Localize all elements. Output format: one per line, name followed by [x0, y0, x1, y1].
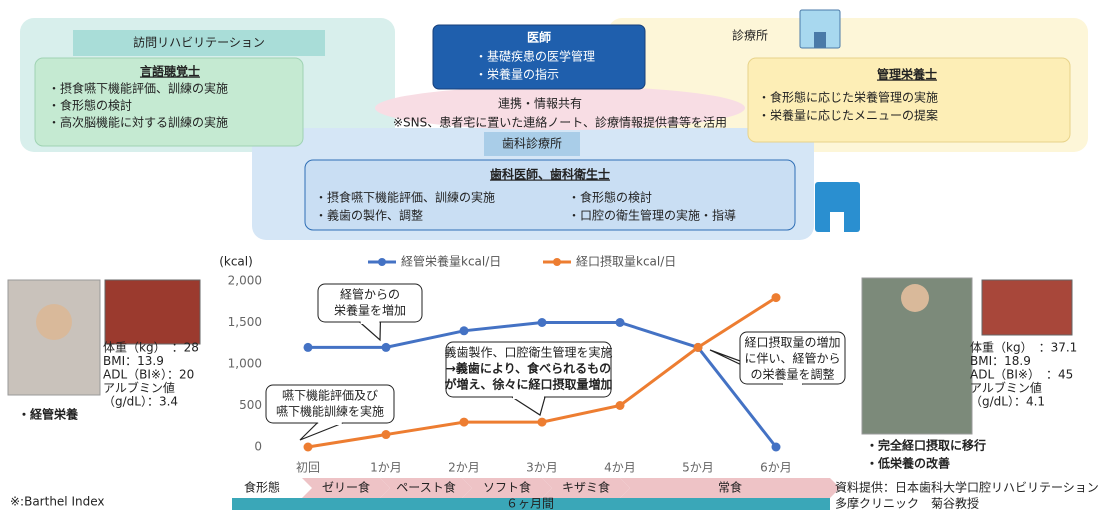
before-stat: アルブミン値	[103, 380, 175, 395]
callout-text: 経管からの	[340, 287, 400, 302]
data-point	[772, 293, 781, 302]
x-tick-label: 3か月	[526, 461, 558, 475]
st-item: ・摂食嚥下機能評価、訓練の実施	[48, 81, 228, 96]
home-label: 訪問リハビリテーション	[133, 35, 265, 50]
data-point	[538, 318, 547, 327]
legend-dot	[378, 258, 386, 266]
callout-cover	[318, 421, 342, 425]
before-stat: BMI：13.9	[103, 354, 164, 368]
x-tick-label: 2か月	[448, 461, 480, 475]
callout-text: に伴い、経管から	[744, 351, 840, 366]
st-item: ・食形態の検討	[48, 98, 132, 113]
stage-label: ソフト食	[483, 480, 531, 495]
dental-role: 歯科医師、歯科衛生士	[490, 167, 610, 182]
legend-label: 経管栄養量kcal/日	[401, 254, 501, 269]
callout-pointer	[300, 423, 343, 440]
data-point	[304, 443, 313, 452]
after-stat: （g/dL）：4.1	[970, 395, 1045, 409]
duration-label: ６ヶ月間	[506, 497, 554, 510]
y-tick-label: 500	[239, 398, 262, 412]
nutrition-role: 管理栄養士	[877, 67, 937, 82]
doctor-item: ・栄養量の指示	[475, 67, 559, 82]
after-outcome: ・完全経口摂取に移行	[866, 438, 986, 453]
mouth-after	[982, 280, 1072, 335]
face-blur	[36, 304, 72, 340]
stage-label: キザミ食	[562, 480, 610, 495]
legend-label: 経口摂取量kcal/日	[576, 254, 676, 269]
x-tick-label: 5か月	[682, 461, 714, 475]
callout-text: 経口摂取量の増加	[744, 335, 840, 350]
callout-text: の栄養量を調整	[750, 367, 834, 382]
before-stat: ADL（BI※）：20	[103, 368, 194, 382]
data-point	[694, 343, 703, 352]
doctor-item: ・基礎疾患の医学管理	[475, 49, 595, 64]
callout-cover	[513, 395, 544, 399]
face-blur	[901, 284, 929, 312]
cooperation-note: ※SNS、患者宅に置いた連絡ノート、診療情報提供書等を活用	[393, 115, 727, 130]
stage-label: ゼリー食	[322, 480, 370, 495]
y-tick-label: 1,000	[228, 357, 262, 371]
callout-cover	[361, 320, 380, 324]
nutrition-item: ・食形態に応じた栄養管理の実施	[758, 90, 938, 105]
nutrition-item: ・栄養量に応じたメニューの提案	[758, 108, 938, 123]
y-tick-label: 0	[254, 440, 262, 454]
dental-item: ・義歯の製作、調整	[315, 208, 423, 223]
data-point	[538, 418, 547, 427]
timeline-label: 食形態	[244, 480, 280, 495]
credit: 多摩クリニック 菊谷教授	[835, 496, 979, 510]
infographic: 訪問リハビリテーション言語聴覚士・摂食嚥下機能評価、訓練の実施・食形態の検討・高…	[0, 0, 1105, 510]
data-point	[304, 343, 313, 352]
callout-text: 嚥下機能訓練を実施	[276, 404, 384, 419]
callout-pointer	[512, 397, 545, 415]
data-point	[382, 430, 391, 439]
dental-item: ・摂食嚥下機能評価、訓練の実施	[315, 190, 495, 205]
stage-label: 常食	[718, 480, 742, 495]
st-role: 言語聴覚士	[140, 64, 200, 79]
x-tick-label: 4か月	[604, 461, 636, 475]
after-stat: アルブミン値	[970, 380, 1042, 395]
mouth-before	[105, 280, 200, 344]
dental-label: 歯科診療所	[502, 136, 562, 151]
dental-item: ・口腔の衛生管理の実施・指導	[568, 208, 736, 223]
before-stat: （g/dL）：3.4	[103, 395, 178, 409]
y-tick-label: 1,500	[228, 315, 262, 329]
x-tick-label: 初回	[296, 461, 320, 475]
cooperation-label: 連携・情報共有	[498, 96, 582, 111]
callout-text: 義歯製作、口腔衛生管理を実施	[444, 345, 612, 360]
footnote: ※:Barthel Index	[10, 495, 105, 509]
dental-icon-door	[830, 212, 844, 232]
x-tick-label: 6か月	[760, 461, 792, 475]
credit: 資料提供：日本歯科大学口腔リハビリテーション	[835, 480, 1099, 495]
callout-text: 嚥下機能評価及び	[282, 388, 378, 403]
y-axis-label: (kcal)	[219, 255, 253, 269]
data-point	[772, 443, 781, 452]
after-stat: BMI：18.9	[970, 354, 1031, 368]
before-outcome: ・経管栄養	[18, 407, 78, 422]
x-tick-label: 1か月	[370, 461, 402, 475]
data-point	[460, 326, 469, 335]
stage-label: ペースト食	[396, 480, 455, 495]
callout-cover	[783, 382, 802, 386]
legend-dot	[553, 258, 561, 266]
after-stat: ADL（BI※） ：45	[970, 368, 1073, 382]
doctor-role: 医師	[527, 30, 551, 45]
clinic-icon-door	[814, 32, 826, 48]
data-point	[460, 418, 469, 427]
callout-pointer	[360, 322, 381, 340]
st-item: ・高次脳機能に対する訓練の実施	[48, 115, 228, 130]
data-point	[382, 343, 391, 352]
dental-item: ・食形態の検討	[568, 190, 652, 205]
data-point	[616, 318, 625, 327]
before-stat: 体重（kg） ：28	[103, 341, 199, 355]
callout-text: →義歯により、食べられるもの	[446, 361, 611, 376]
after-stat: 体重（kg） ：37.1	[970, 341, 1077, 355]
after-outcome: ・低栄養の改善	[866, 456, 950, 471]
y-tick-label: 2,000	[228, 274, 262, 288]
clinic-label: 診療所	[732, 28, 768, 43]
callout-text: 栄養量を増加	[334, 303, 406, 318]
callout-text: が増え、徐々に経口摂取量増加	[444, 377, 612, 392]
data-point	[616, 401, 625, 410]
